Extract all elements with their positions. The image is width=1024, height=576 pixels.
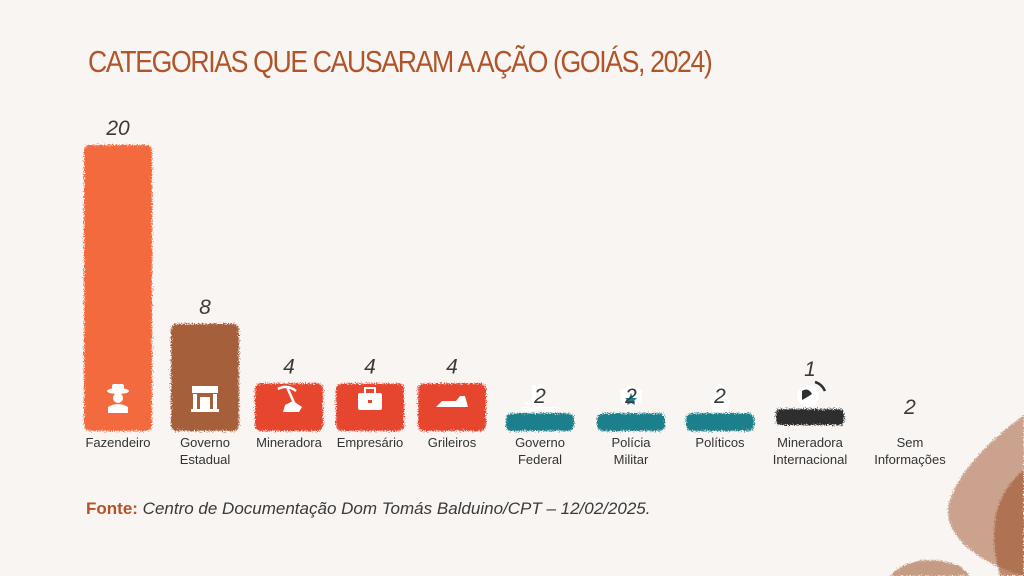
source-text: Centro de Documentação Dom Tomás Balduin… (142, 499, 651, 518)
bar-policia-militar (597, 413, 665, 431)
value-label-grileiros: 4 (446, 355, 458, 378)
bar-politicos (686, 413, 754, 431)
chart-title: CATEGORIAS QUE CAUSARAM A AÇÃO (GOIÁS, 2… (88, 44, 713, 79)
bar-fazendeiro (84, 145, 152, 431)
value-label-sem-informacoes: 2 (903, 396, 916, 419)
politician-podium-icon (710, 384, 730, 412)
bar-grileiros (418, 383, 486, 431)
category-label-sem-informacoes: Sem Informações (874, 435, 946, 467)
value-label-governo-federal: 2 (533, 385, 546, 408)
tractor-icon (436, 396, 468, 407)
category-label-governo-estadual: Governo Estadual (180, 435, 231, 467)
category-label-governo-federal: Governo Federal (515, 435, 565, 467)
category-label-mineradora: Mineradora (256, 435, 323, 450)
bar-mineradora-internacional (776, 409, 844, 425)
value-label-politicos: 2 (713, 385, 726, 408)
bars-layer: 20 Fazendeiro 8 Governo Estadual 4 Mineradora 4… (84, 117, 946, 467)
source-label: Fonte: (86, 499, 138, 518)
value-label-policia-militar: 2 (624, 385, 637, 408)
category-label-empresario: Empresário (337, 435, 403, 450)
bar-governo-federal (506, 413, 574, 431)
value-label-fazendeiro: 20 (105, 117, 130, 140)
value-label-mineradora-internacional: 1 (804, 358, 816, 381)
government-building-icon (191, 386, 219, 412)
globe-pickaxe-icon (797, 380, 827, 407)
mining-pickaxe-icon (277, 385, 302, 412)
category-label-mineradora-internacional: Mineradora Internacional (773, 435, 848, 467)
police-badge-icon (620, 385, 642, 408)
bar-governo-estadual (171, 323, 239, 431)
farmer-icon (107, 384, 129, 413)
value-label-empresario: 4 (364, 355, 376, 378)
value-label-mineradora: 4 (283, 355, 295, 378)
source-note: Fonte: Centro de Documentação Dom Tomás … (86, 499, 650, 519)
category-label-fazendeiro: Fazendeiro (85, 435, 150, 450)
value-label-governo-estadual: 8 (199, 296, 211, 319)
briefcase-icon (358, 387, 382, 410)
category-label-grileiros: Grileiros (428, 435, 477, 450)
congress-building-icon (522, 385, 558, 411)
category-label-politicos: Políticos (695, 435, 745, 450)
category-label-policia-militar: Polícia Militar (611, 435, 651, 467)
